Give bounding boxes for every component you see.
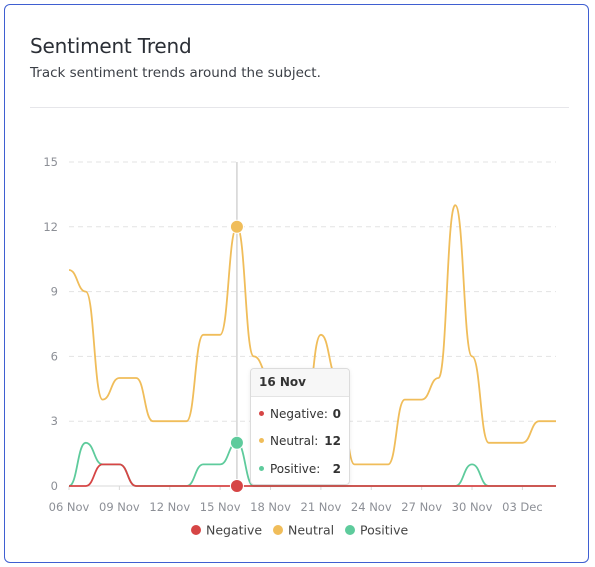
card-subtitle: Track sentiment trends around the subjec… [30, 65, 321, 81]
highlight-markers [229, 219, 244, 493]
series-line-negative [69, 463, 556, 487]
x-tick-label: 21 Nov [301, 500, 342, 514]
series-line-neutral [68, 204, 556, 466]
positive-dot [259, 466, 264, 471]
chart-series [68, 204, 556, 487]
y-tick-label: 6 [51, 349, 58, 363]
x-tick-label: 27 Nov [401, 500, 442, 514]
legend-swatch [345, 525, 355, 535]
marker-negative [229, 479, 244, 493]
tooltip-row-negative: Negative: 0 [259, 407, 345, 421]
y-tick-label: 9 [51, 285, 58, 299]
chart-tooltip: 16 Nov Negative: 0 Neutral: 12 Positive: 2 [250, 368, 350, 485]
tooltip-date: 16 Nov [251, 369, 349, 397]
tooltip-label: Positive: [270, 462, 321, 476]
chart-legend[interactable]: Negative Neutral Positive [191, 523, 408, 538]
x-tick-label: 09 Nov [99, 500, 140, 514]
legend-item-neutral[interactable]: Neutral [273, 523, 334, 538]
tooltip-value: 2 [332, 462, 341, 476]
negative-dot [259, 411, 264, 416]
x-tick-label: 06 Nov [49, 500, 90, 514]
card-title: Sentiment Trend [30, 34, 192, 58]
y-tick-label: 3 [51, 414, 58, 428]
header-divider [30, 107, 569, 108]
tooltip-label: Neutral: [270, 434, 319, 448]
y-tick-label: 15 [43, 155, 58, 169]
marker-positive [229, 435, 244, 450]
tooltip-label: Negative: [270, 407, 328, 421]
x-tick-label: 03 Dec [502, 500, 543, 514]
y-tick-label: 12 [43, 220, 58, 234]
tooltip-value: 12 [324, 434, 341, 448]
tooltip-value: 0 [332, 407, 341, 421]
x-tick-label: 15 Nov [200, 500, 241, 514]
tooltip-row-neutral: Neutral: 12 [259, 434, 345, 448]
legend-label: Neutral [288, 523, 334, 538]
x-tick-label: 18 Nov [250, 500, 291, 514]
marker-neutral [229, 219, 244, 234]
legend-item-positive[interactable]: Positive [345, 523, 408, 538]
x-tick-label: 30 Nov [452, 500, 493, 514]
neutral-dot [259, 438, 264, 443]
x-axis-ticks: 06 Nov 09 Nov 12 Nov 15 Nov 18 Nov 21 Nov 24 N… [49, 486, 543, 514]
y-axis-ticks: 0 3 6 9 12 15 [43, 155, 58, 493]
legend-swatch [191, 525, 201, 535]
legend-swatch [273, 525, 283, 535]
tooltip-row-positive: Positive: 2 [259, 462, 345, 476]
legend-label: Negative [206, 523, 262, 538]
x-tick-label: 24 Nov [351, 500, 392, 514]
legend-item-negative[interactable]: Negative [191, 523, 262, 538]
x-tick-label: 12 Nov [149, 500, 190, 514]
legend-label: Positive [360, 523, 408, 538]
y-tick-label: 0 [51, 479, 58, 493]
